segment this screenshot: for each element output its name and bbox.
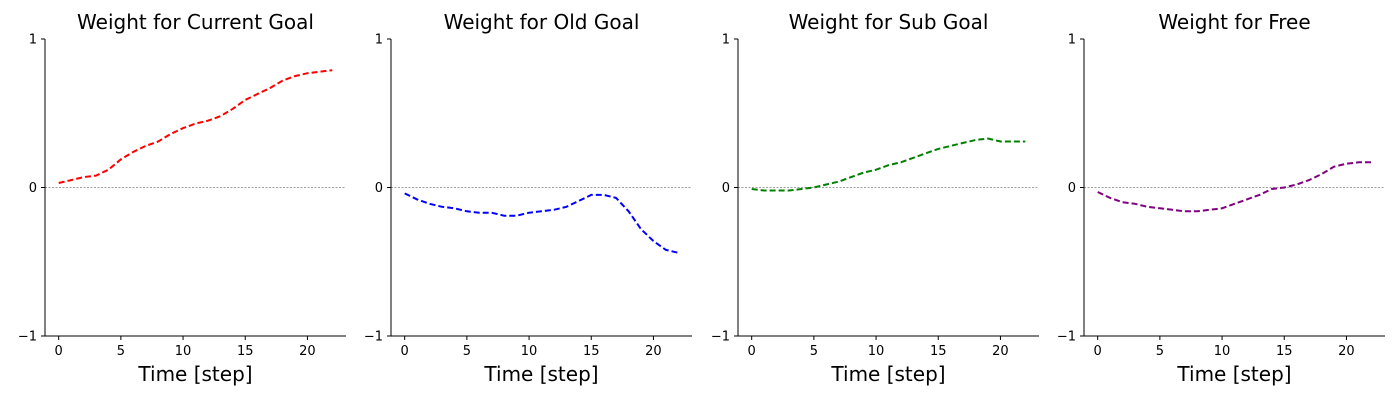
x-tick-label: 0 <box>1094 344 1102 359</box>
y-tick-label: 0 <box>722 181 730 196</box>
x-tick-label: 0 <box>55 344 63 359</box>
series-line <box>1097 161 1372 213</box>
x-tick-label: 20 <box>299 344 316 359</box>
y-tick-label: 1 <box>375 33 383 48</box>
x-tick-label: 10 <box>521 344 538 359</box>
x-tick-label: 0 <box>748 344 756 359</box>
x-tick-label: 15 <box>1276 344 1293 359</box>
y-tick-label: 1 <box>29 33 37 48</box>
y-tick-label: −1 <box>1057 330 1076 345</box>
y-tick-label: 0 <box>1068 181 1076 196</box>
y-tick-label: −1 <box>18 330 37 345</box>
x-tick-label: 10 <box>1214 344 1231 359</box>
x-tick-label: 10 <box>868 344 885 359</box>
chart-title: Weight for Sub Goal <box>789 10 989 34</box>
y-tick-label: −1 <box>364 330 383 345</box>
x-tick-label: 15 <box>583 344 600 359</box>
x-tick-label: 20 <box>1338 344 1355 359</box>
x-axis-label: Time [step] <box>1176 362 1291 386</box>
y-tick-label: 1 <box>1068 33 1076 48</box>
x-tick-label: 20 <box>992 344 1009 359</box>
series-line <box>404 192 679 254</box>
x-axis-label: Time [step] <box>137 362 252 386</box>
series-line <box>751 137 1026 192</box>
x-tick-label: 5 <box>463 344 471 359</box>
chart-title: Weight for Old Goal <box>444 10 640 34</box>
x-tick-label: 5 <box>810 344 818 359</box>
series-line <box>58 69 333 184</box>
y-tick-label: 0 <box>29 181 37 196</box>
x-tick-label: 0 <box>401 344 409 359</box>
x-tick-label: 15 <box>237 344 254 359</box>
x-axis-label: Time [step] <box>830 362 945 386</box>
x-axis-label: Time [step] <box>483 362 598 386</box>
x-tick-label: 5 <box>1156 344 1164 359</box>
x-tick-label: 20 <box>645 344 662 359</box>
x-tick-label: 5 <box>117 344 125 359</box>
y-tick-label: 1 <box>722 33 730 48</box>
y-tick-label: −1 <box>711 330 730 345</box>
x-tick-label: 15 <box>930 344 947 359</box>
y-tick-label: 0 <box>375 181 383 196</box>
chart-title: Weight for Free <box>1158 10 1310 34</box>
chart-title: Weight for Current Goal <box>77 10 314 34</box>
x-tick-label: 10 <box>175 344 192 359</box>
